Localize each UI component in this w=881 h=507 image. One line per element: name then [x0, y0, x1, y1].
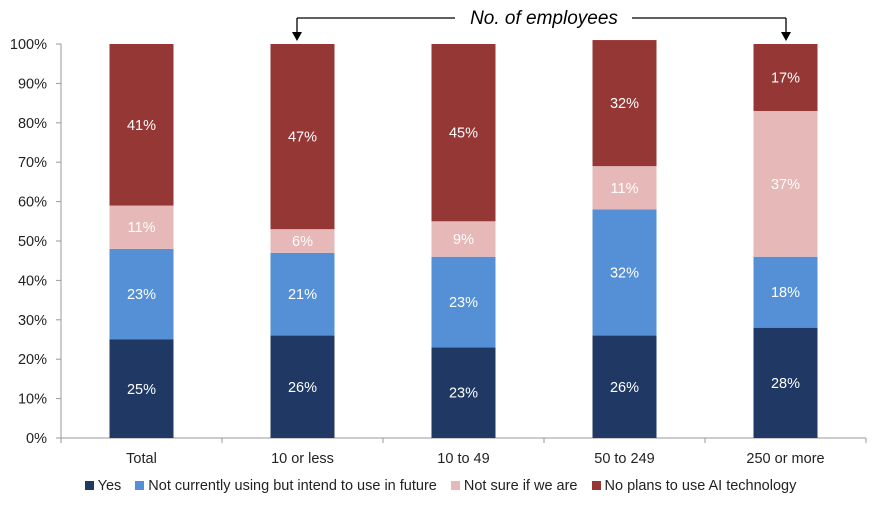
bar-segment: [431, 221, 496, 257]
x-tick-label: 10 or less: [271, 451, 334, 467]
bar-segment: [270, 252, 335, 336]
legend-swatch: [450, 481, 460, 490]
axes: 0% 10% 20% 30% 40% 50% 60% 70% 80% 90% 100% Total 10…: [10, 37, 867, 467]
bar-segment: [753, 110, 818, 257]
annotation-arrow-right: [781, 32, 791, 41]
data-label: 45%: [449, 126, 478, 142]
data-labels: 25% 23% 11% 41% 26% 21% 6% 47% 23% 23% 9% 45% 26% 32%…: [127, 70, 800, 401]
bar-segment: [592, 335, 657, 438]
data-label: 37%: [771, 177, 800, 193]
y-tick-label: 60%: [18, 195, 47, 211]
data-label: 11%: [128, 220, 156, 236]
annotation-bracket: [296, 17, 787, 34]
data-label: 26%: [610, 380, 639, 396]
bar-segment: [109, 44, 174, 206]
bar-segment: [270, 335, 335, 438]
legend-item: Yes: [84, 478, 122, 494]
x-tick-label: 250 or more: [746, 451, 824, 467]
legend-item: Not currently using but intend to use in…: [135, 478, 437, 494]
y-tick-label: 70%: [18, 155, 47, 171]
bar-segment: [753, 256, 818, 328]
legend-swatch: [591, 481, 601, 490]
data-label: 32%: [610, 266, 639, 282]
annotation-arrow-left: [292, 32, 302, 41]
legend-label: No plans to use AI technology: [604, 478, 797, 494]
data-label: 25%: [127, 382, 156, 398]
bar-segment: [592, 209, 657, 336]
bar-segment: [753, 327, 818, 438]
bar-segment: [431, 347, 496, 438]
bar-segment: [109, 339, 174, 438]
legend-label: Not currently using but intend to use in…: [148, 478, 437, 494]
bar-segment: [270, 229, 335, 253]
data-label: 47%: [288, 130, 317, 146]
data-label: 32%: [610, 96, 639, 112]
y-tick-label: 10%: [18, 392, 47, 408]
legend-item: Not sure if we are: [450, 478, 578, 494]
data-label: 23%: [127, 287, 156, 303]
bars: [109, 40, 818, 438]
employee-size-annotation: No. of employees: [292, 8, 791, 41]
bar-segment: [109, 248, 174, 340]
legend-label: Not sure if we are: [463, 478, 578, 494]
bar-segment: [431, 44, 496, 222]
y-tick-label: 20%: [18, 352, 47, 368]
data-label: 11%: [611, 181, 639, 197]
x-tick-label: Total: [126, 451, 157, 467]
y-tick-label: 100%: [10, 37, 47, 53]
data-label: 26%: [288, 380, 317, 396]
bar-segment: [270, 44, 335, 230]
y-tick-label: 30%: [18, 313, 47, 329]
data-label: 17%: [771, 70, 800, 86]
data-label: 41%: [127, 118, 156, 134]
data-label: 9%: [453, 232, 474, 248]
data-label: 18%: [771, 285, 800, 301]
x-tick-label: 10 to 49: [437, 451, 489, 467]
data-label: 23%: [449, 295, 478, 311]
data-label: 6%: [292, 234, 313, 250]
bar-segment: [592, 166, 657, 210]
y-tick-label: 80%: [18, 116, 47, 132]
bar-segment: [431, 256, 496, 348]
annotation-label: No. of employees: [470, 8, 618, 29]
y-tick-label: 90%: [18, 76, 47, 92]
legend: Yes Not currently using but intend to use…: [0, 478, 881, 494]
y-tick-label: 50%: [18, 234, 47, 250]
bar-segment: [753, 44, 818, 111]
legend-swatch: [135, 481, 145, 490]
y-tick-label: 40%: [18, 273, 47, 289]
data-label: 21%: [288, 287, 317, 303]
x-tick-label: 50 to 249: [594, 451, 654, 467]
legend-item: No plans to use AI technology: [591, 478, 797, 494]
bar-segment: [592, 40, 657, 167]
y-tick-label: 0%: [26, 431, 47, 447]
legend-swatch: [84, 481, 94, 490]
legend-label: Yes: [97, 478, 122, 494]
data-label: 23%: [449, 386, 478, 402]
stacked-bar-chart: No. of employees 0% 10% 20% 30% 40% 50% 60% 70%…: [10, 8, 867, 467]
bar-segment: [109, 205, 174, 249]
data-label: 28%: [771, 376, 800, 392]
